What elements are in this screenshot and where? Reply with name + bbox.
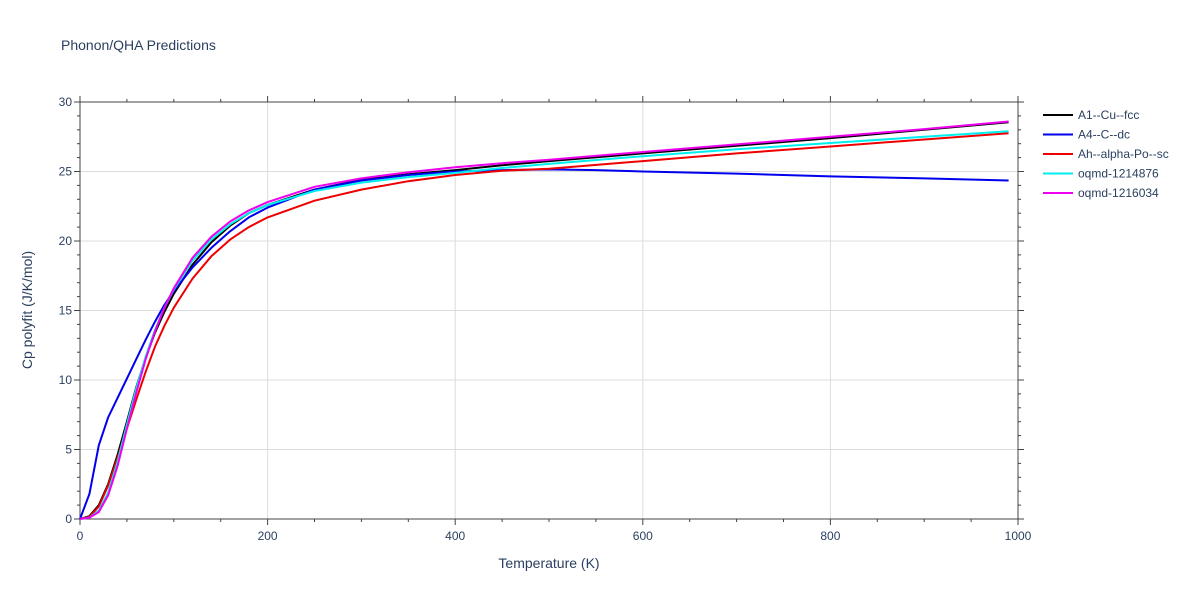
y-tick-label: 15 (59, 304, 73, 318)
series-line-0 (79, 121, 1009, 520)
series-line-1 (79, 168, 1009, 520)
series-line-2 (79, 132, 1009, 520)
y-tick-label: 20 (59, 234, 73, 248)
legend-label[interactable]: oqmd-1214876 (1078, 167, 1159, 181)
y-tick-label: 0 (65, 512, 72, 526)
y-tick-label: 5 (65, 443, 72, 457)
y-tick-label: 10 (59, 373, 73, 387)
y-tick-label: 30 (59, 95, 73, 109)
legend[interactable]: A1--Cu--fcc A4--C--dc Ah--alpha-Po--sc oqmd… (1043, 108, 1169, 200)
chart-title: Phonon/QHA Predictions (61, 37, 216, 53)
series-lines (79, 120, 1009, 520)
legend-label[interactable]: Ah--alpha-Po--sc (1078, 147, 1169, 161)
x-tick-label: 200 (258, 529, 278, 543)
x-tick-label: 1000 (1005, 529, 1032, 543)
y-tick-label: 25 (59, 165, 73, 179)
y-axis-label: Cp polyfit (J/K/mol) (19, 251, 35, 369)
legend-label[interactable]: A1--Cu--fcc (1078, 108, 1139, 122)
x-tick-label: 0 (77, 529, 84, 543)
x-axis-label: Temperature (K) (498, 555, 599, 571)
x-tick-label: 600 (633, 529, 653, 543)
x-tick-label: 800 (820, 529, 840, 543)
x-tick-label: 400 (445, 529, 465, 543)
legend-label[interactable]: oqmd-1216034 (1078, 186, 1159, 200)
series-line-3 (79, 130, 1009, 520)
legend-label[interactable]: A4--C--dc (1078, 128, 1130, 142)
axes: 0 200 400 600 800 1000 0 5 10 15 20 25 30 (59, 95, 1032, 543)
series-line-4 (79, 120, 1009, 520)
